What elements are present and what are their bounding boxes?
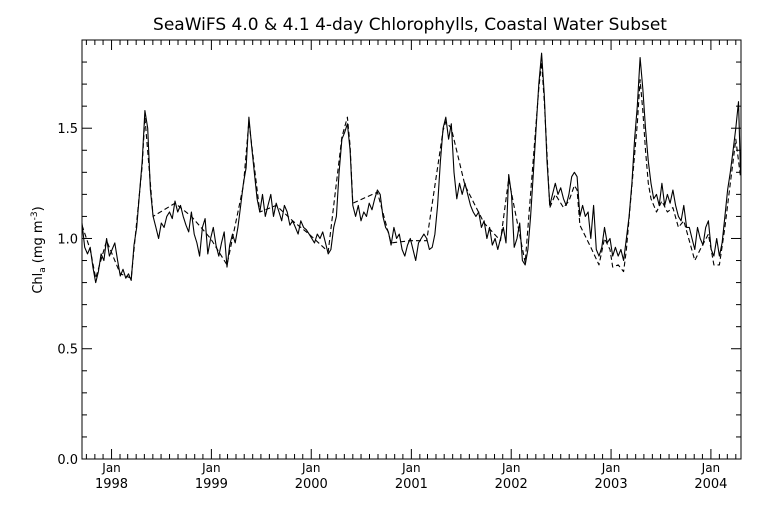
series-line-dashed <box>81 61 742 279</box>
y-tick-label: 0.5 <box>57 343 78 358</box>
y-axis-title: Chla (mg m-3) <box>30 206 48 293</box>
x-tick-label-month: Jan <box>701 461 721 475</box>
y-tick-label: 0.0 <box>57 453 78 468</box>
x-tick-label-month: Jan <box>501 461 521 475</box>
y-axis-title-superscript: -3 <box>30 211 40 220</box>
x-tick-label-month: Jan <box>201 461 221 475</box>
series-layer <box>81 52 742 284</box>
x-tick-label-year: 2001 <box>395 477 428 492</box>
series-line-solid <box>81 52 742 284</box>
y-axis-title-close: ) <box>31 206 46 211</box>
y-axis: 0.0 0.5 1.0 1.5 <box>57 61 741 468</box>
x-tick-label-month: Jan <box>101 461 121 475</box>
x-tick-label-month: Jan <box>301 461 321 475</box>
x-tick-label-month: Jan <box>601 461 621 475</box>
x-tick-label-year: 1998 <box>95 477 128 492</box>
y-tick-label: 1.5 <box>57 122 78 137</box>
svg-text:Chla(mg m-3): Chla (mg m-3) <box>30 206 48 293</box>
x-tick-label-year: 1999 <box>195 477 228 492</box>
x-tick-label-year: 2003 <box>595 477 628 492</box>
y-tick-label: 1.0 <box>57 232 78 247</box>
x-tick-label-year: 2002 <box>495 477 528 492</box>
x-tick-label-month: Jan <box>401 461 421 475</box>
chart-title: SeaWiFS 4.0 & 4.1 4-day Chlorophylls, Co… <box>153 15 667 35</box>
y-axis-title-unit: (mg m <box>31 220 46 263</box>
x-tick-label-year: 2004 <box>694 477 727 492</box>
x-tick-label-year: 2000 <box>295 477 328 492</box>
y-axis-title-main: Chl <box>31 273 46 294</box>
y-axis-title-subscript: a <box>38 267 48 273</box>
x-axis: Jan 1998 Jan 1999 Jan 2000 Jan 2001 Jan 2002 Jan 20… <box>85 40 737 492</box>
